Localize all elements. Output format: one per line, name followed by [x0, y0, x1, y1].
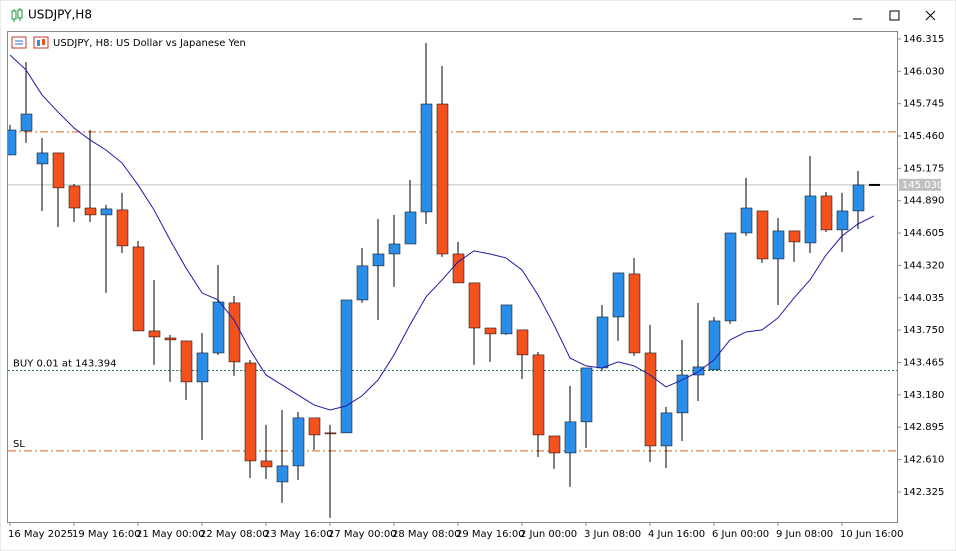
candle-body — [36, 152, 49, 165]
x-tick-label: 3 Jun 08:00 — [584, 529, 641, 540]
trade-line-label: BUY 0.01 at 143.394 — [13, 359, 117, 370]
candle-body — [740, 207, 753, 234]
y-tick-label: 145.745 — [903, 99, 944, 110]
candle-body — [196, 352, 209, 383]
trade-line-label: SL — [13, 439, 25, 450]
candle-body — [500, 304, 513, 335]
chart-title: USDJPY, H8: US Dollar vs Japanese Yen — [53, 38, 246, 49]
candle-body — [212, 301, 225, 354]
candle-body — [340, 299, 353, 434]
candle-body — [436, 103, 449, 255]
candle-body — [244, 362, 257, 462]
candle-body — [452, 253, 465, 284]
candle-body — [852, 184, 865, 212]
candle-body — [804, 195, 817, 244]
app-icon — [11, 8, 23, 22]
y-tick-label: 146.315 — [903, 34, 944, 45]
y-tick-label: 143.750 — [903, 325, 944, 336]
candle-body — [420, 103, 433, 213]
close-button[interactable] — [925, 10, 936, 21]
candle-body — [276, 465, 289, 483]
candle-body — [260, 460, 273, 468]
x-tick-label: 16 May 2025 — [8, 529, 73, 540]
candle-body — [612, 272, 625, 318]
candle-body — [820, 195, 833, 231]
candle-body — [644, 352, 657, 447]
candle-body — [596, 316, 609, 369]
candle-body — [708, 320, 721, 371]
candle-body — [8, 129, 17, 156]
y-tick-label: 142.895 — [903, 422, 944, 433]
y-tick-label: 144.320 — [903, 260, 944, 271]
last-price-label: 145.030 — [902, 180, 943, 191]
x-tick-label: 27 May 00:00 — [328, 529, 397, 540]
candle-body — [836, 210, 849, 231]
window-title: USDJPY,H8 — [28, 8, 92, 22]
candle-body — [180, 340, 193, 383]
candle-body — [660, 412, 673, 447]
y-tick-label: 142.610 — [903, 455, 944, 466]
candle-body — [100, 208, 113, 216]
candle-body — [548, 435, 561, 454]
x-tick-label: 23 May 16:00 — [264, 529, 333, 540]
plot — [8, 42, 897, 518]
candle-body — [388, 243, 401, 255]
candle-body — [404, 211, 417, 245]
candle-body — [628, 273, 641, 354]
candle-body — [756, 210, 769, 260]
x-tick-label: 28 May 08:00 — [392, 529, 461, 540]
x-tick-label: 4 Jun 16:00 — [648, 529, 705, 540]
candle-body — [116, 209, 129, 247]
y-tick-label: 144.035 — [903, 293, 944, 304]
candle-body — [324, 432, 337, 435]
x-tick-label: 2 Jun 00:00 — [520, 529, 577, 540]
y-tick-label: 143.180 — [903, 390, 944, 401]
x-tick-label: 10 Jun 16:00 — [840, 529, 904, 540]
x-tick-label: 21 May 00:00 — [136, 529, 205, 540]
candle-body — [676, 374, 689, 414]
maximize-button[interactable] — [889, 10, 900, 21]
candle-body — [20, 113, 33, 132]
candle-body — [372, 253, 385, 267]
candle-body — [52, 152, 65, 189]
chart-icons — [11, 36, 49, 49]
y-tick-label: 144.605 — [903, 228, 944, 239]
x-tick-label: 19 May 16:00 — [72, 529, 141, 540]
candle-body — [580, 367, 593, 423]
candle-body — [724, 232, 737, 322]
x-tick-label: 6 Jun 00:00 — [712, 529, 769, 540]
y-tick-label: 145.175 — [903, 163, 944, 174]
y-tick-label: 142.325 — [903, 487, 944, 498]
candle-body — [228, 302, 241, 363]
candle-body — [356, 265, 369, 301]
x-tick-label: 22 May 08:00 — [200, 529, 269, 540]
candle-body — [772, 230, 785, 260]
candle-body — [516, 329, 529, 356]
candle-body — [292, 417, 305, 467]
y-tick-label: 144.890 — [903, 196, 944, 207]
plot-frame — [7, 31, 898, 523]
x-tick-label: 9 Jun 08:00 — [776, 529, 833, 540]
moving-average — [9, 54, 875, 411]
candle-body — [564, 421, 577, 454]
candle-body — [84, 207, 97, 216]
candle-body — [532, 354, 545, 436]
y-tick-label: 143.465 — [903, 357, 944, 368]
candle-body — [148, 330, 161, 338]
x-tick-label: 29 May 16:00 — [456, 529, 525, 540]
candle-body — [484, 327, 497, 335]
candle-body — [308, 417, 321, 436]
candle-body — [468, 282, 481, 329]
candle-body — [132, 246, 145, 332]
candle-body — [788, 230, 801, 243]
candle-body — [164, 337, 177, 341]
y-tick-label: 145.460 — [903, 131, 944, 142]
y-tick-label: 146.030 — [903, 66, 944, 77]
last-price-box — [899, 178, 941, 191]
candle-body — [68, 185, 81, 209]
